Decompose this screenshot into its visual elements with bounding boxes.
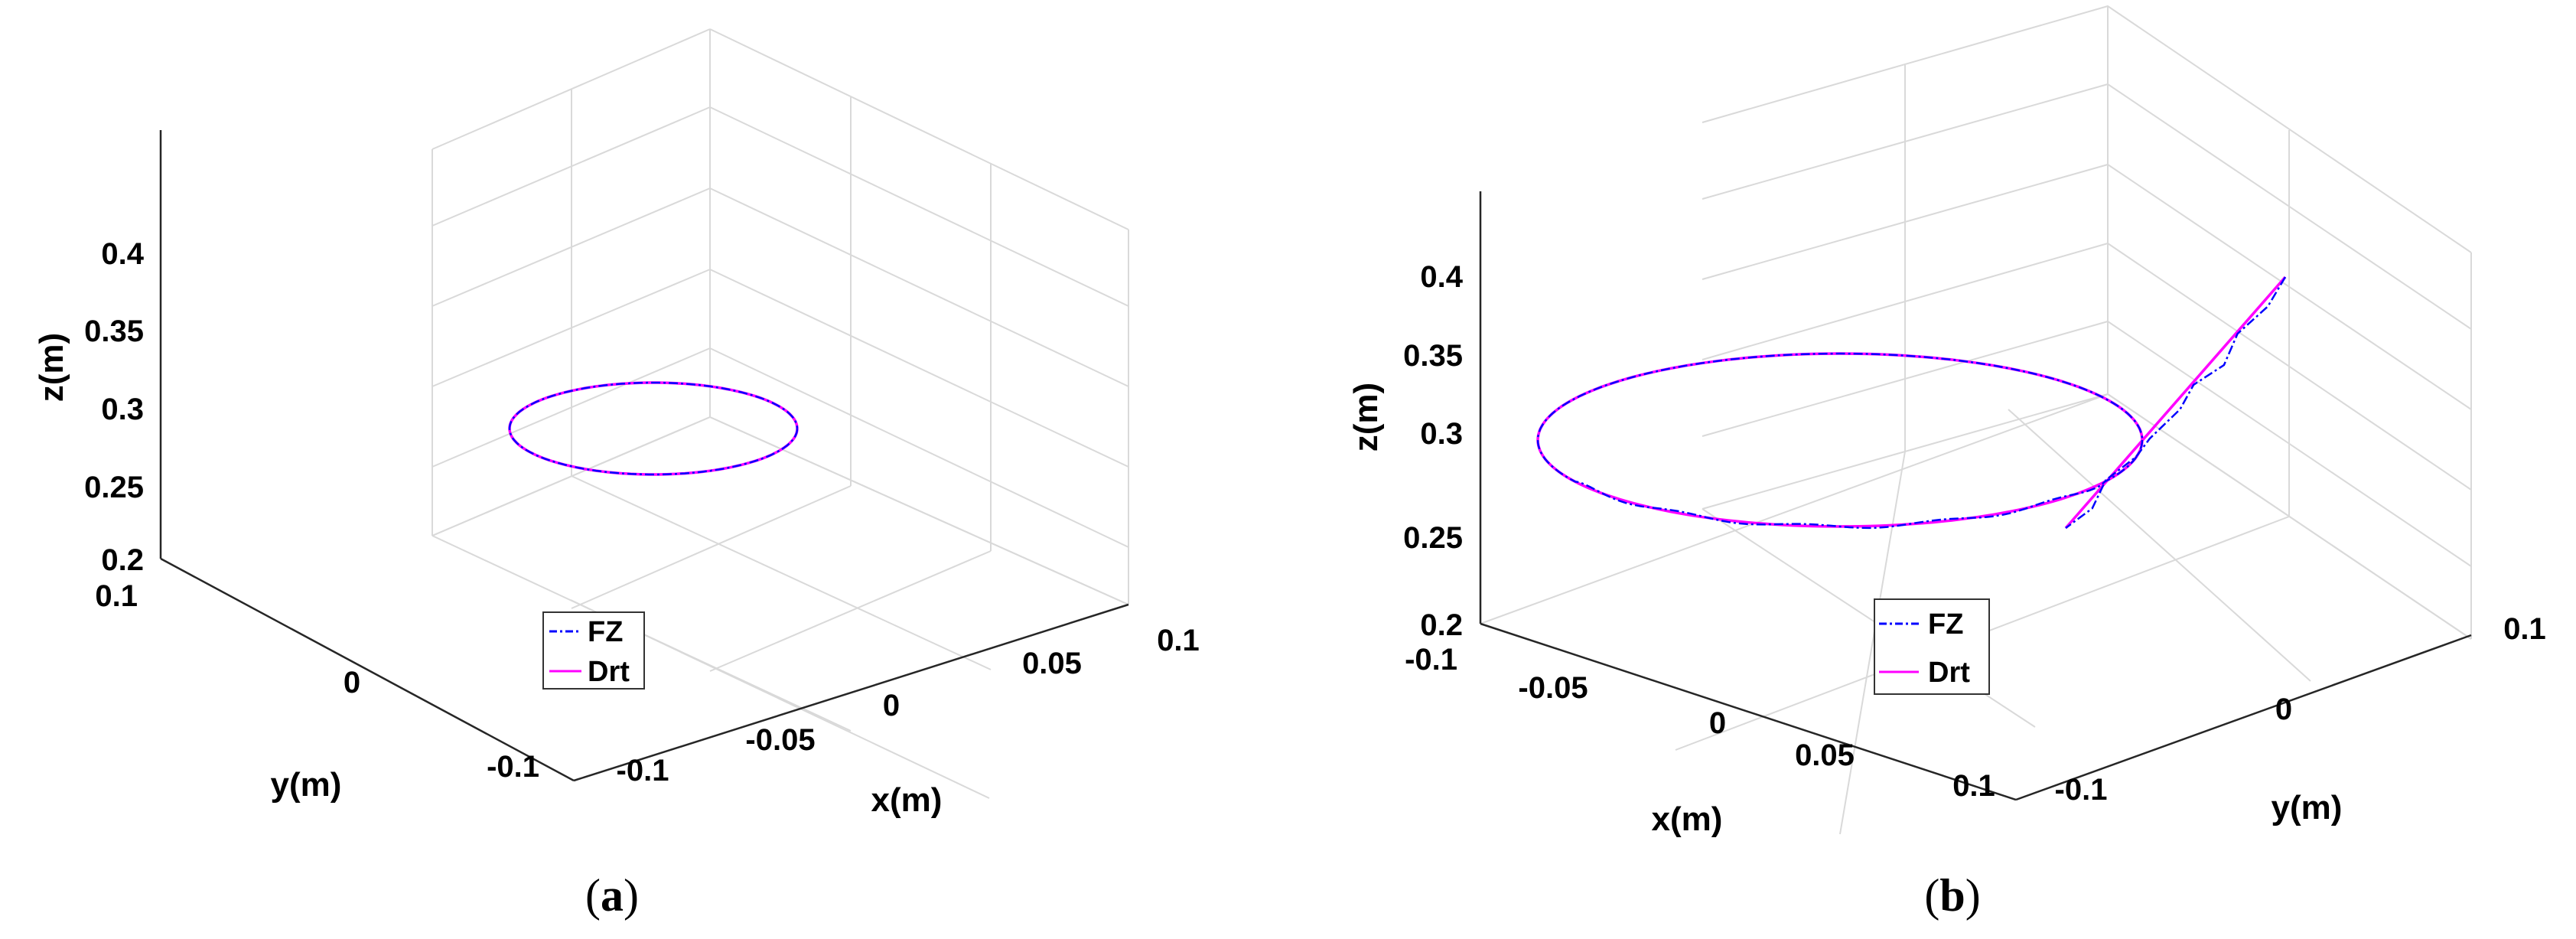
chart-b-y-axis xyxy=(2015,634,2472,801)
chart-b-x-tick: 0.05 xyxy=(1795,738,1855,772)
chart-a-x-tick: 0 xyxy=(883,689,900,722)
chart-b-x-tick: -0.05 xyxy=(1518,671,1588,705)
chart-a-axis-labels: z(m) y(m) x(m) xyxy=(33,333,942,819)
chart-a-z-tick: 0.2 xyxy=(101,543,144,577)
chart-b-z-tick: 0.4 xyxy=(1420,260,1463,294)
chart-a-y-label: y(m) xyxy=(271,766,342,804)
chart-b-z-label: z(m) xyxy=(1347,383,1385,452)
chart-b-legend: FZ Drt xyxy=(1874,598,1990,695)
chart-a-x-tick: 0.05 xyxy=(1022,647,1082,680)
chart-a-z-tick: 0.3 xyxy=(101,393,144,426)
chart-b-legend-drt-label: Drt xyxy=(1928,657,1970,689)
chart-a-x-axis xyxy=(573,603,1129,782)
chart-b-z-tick: 0.25 xyxy=(1403,521,1463,555)
chart-a-y-tick: 0.1 xyxy=(95,579,138,613)
chart-b-z-tick: 0.3 xyxy=(1420,417,1463,451)
chart-b: 0.4 0.35 0.3 0.25 0.2 -0.1 -0.05 0 0.05 … xyxy=(1347,5,2546,921)
chart-b-z-tick: 0.2 xyxy=(1420,608,1463,642)
chart-b-axis-labels: z(m) x(m) y(m) xyxy=(1347,383,2342,838)
chart-a-caption: (a) xyxy=(585,870,639,921)
chart-a: 0.4 0.35 0.3 0.25 0.2 0.1 0 -0.1 -0.1 -0… xyxy=(33,28,1200,921)
chart-a-legend-box xyxy=(542,611,645,690)
chart-a-y-tick: 0 xyxy=(344,666,360,699)
chart-b-z-tick: 0.35 xyxy=(1403,339,1463,373)
chart-a-grid xyxy=(432,28,1129,799)
chart-b-x-tick: 0.1 xyxy=(1952,769,1995,803)
chart-a-axes xyxy=(159,130,1129,782)
chart-a-x-tick: -0.1 xyxy=(617,754,669,787)
chart-a-z-tick: 0.35 xyxy=(84,315,144,348)
chart-b-x-label: x(m) xyxy=(1652,800,1723,838)
chart-a-z-tick: 0.4 xyxy=(101,237,144,271)
chart-a-ticklabels: 0.4 0.35 0.3 0.25 0.2 0.1 0 -0.1 -0.1 -0… xyxy=(84,237,1200,787)
chart-a-x-tick: 0.1 xyxy=(1157,624,1200,657)
chart-a-legend: FZ Drt xyxy=(542,611,645,690)
chart-a-y-tick: -0.1 xyxy=(487,750,539,784)
chart-a-legend-drt-label: Drt xyxy=(588,656,630,688)
chart-a-x-tick: -0.05 xyxy=(745,723,815,757)
chart-a-plot xyxy=(508,381,799,476)
chart-b-x-axis xyxy=(1480,622,2017,801)
chart-b-y-tick: 0.1 xyxy=(2503,612,2546,646)
chart-b-legend-fz-label: FZ xyxy=(1928,608,1963,641)
chart-b-y-tick: -0.1 xyxy=(2055,773,2108,807)
chart-b-y-label: y(m) xyxy=(2272,789,2343,827)
chart-b-ticklabels: 0.4 0.35 0.3 0.25 0.2 -0.1 -0.05 0 0.05 … xyxy=(1403,260,2546,807)
chart-b-grid xyxy=(1480,5,2472,835)
chart-a-y-axis xyxy=(160,557,575,782)
chart-b-x-tick: -0.1 xyxy=(1405,643,1457,677)
chart-b-legend-box xyxy=(1874,598,1990,695)
chart-b-x-tick: 0 xyxy=(1709,706,1726,740)
chart-b-series-fz-line xyxy=(1536,276,2287,530)
chart-b-y-tick: 0 xyxy=(2275,693,2292,726)
chart-b-axes xyxy=(1479,191,2472,801)
chart-a-x-label: x(m) xyxy=(871,781,943,819)
chart-b-plot xyxy=(1536,276,2287,530)
chart-b-series-drt-line xyxy=(1536,276,2287,530)
chart-b-caption: (b) xyxy=(1924,870,1980,921)
chart-a-z-tick: 0.25 xyxy=(84,471,144,504)
chart-a-series-fz-line xyxy=(508,381,799,476)
chart-a-legend-fz-label: FZ xyxy=(588,616,623,648)
chart-a-z-label: z(m) xyxy=(33,333,70,402)
